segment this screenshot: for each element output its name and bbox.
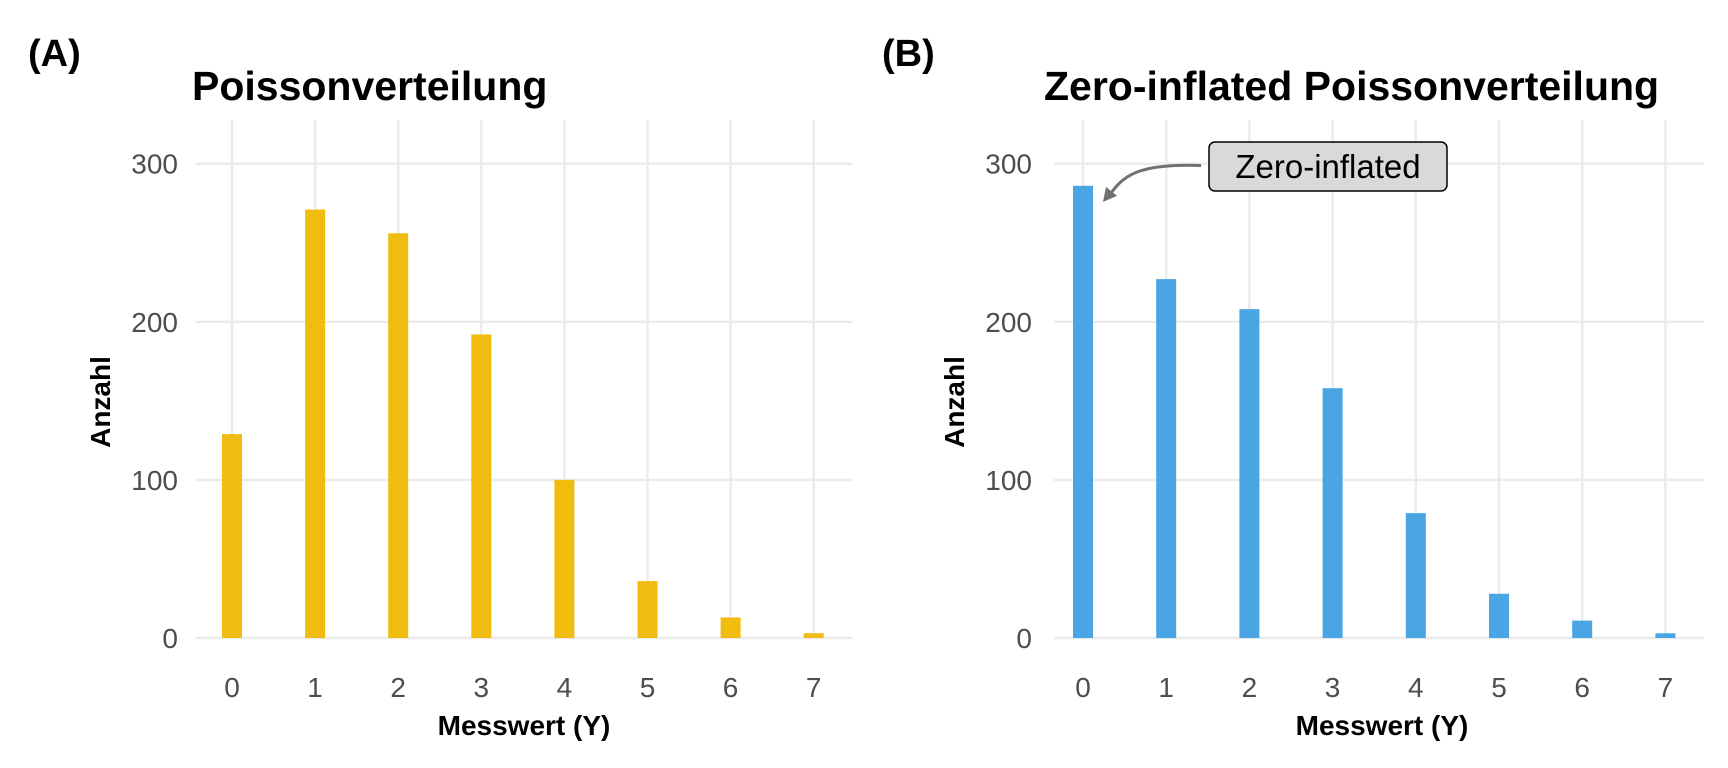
x-tick-label-a: 3 — [474, 672, 490, 703]
annotation-arrow — [1107, 163, 1202, 197]
x-axis-label-a: Messwert (Y) — [438, 710, 611, 741]
grid-a — [196, 120, 852, 640]
x-tick-label-b: 0 — [1075, 672, 1091, 703]
x-tick-label-b: 5 — [1491, 672, 1507, 703]
x-tick-label-a: 2 — [390, 672, 406, 703]
bar-b-5 — [1489, 593, 1509, 638]
x-tick-label-b: 4 — [1408, 672, 1424, 703]
bar-a-0 — [222, 434, 242, 638]
x-tick-label-a: 6 — [723, 672, 739, 703]
annotation-arrowhead — [1103, 186, 1117, 202]
panel-tag-a: (A) — [28, 33, 81, 75]
y-tick-label-b: 200 — [985, 307, 1032, 338]
bar-a-1 — [305, 209, 326, 638]
x-tick-label-a: 5 — [640, 672, 656, 703]
bar-a-4 — [554, 479, 575, 638]
bar-b-4 — [1405, 513, 1426, 638]
bar-a-3 — [471, 334, 492, 638]
x-axis-label-b: Messwert (Y) — [1296, 710, 1469, 741]
x-ticks-a: 0 1 2 3 4 5 6 7 — [224, 672, 821, 703]
bar-b-6 — [1572, 620, 1593, 638]
y-tick-label-a: 200 — [131, 307, 178, 338]
chart-title-b: Zero-inflated Poissonverteilung — [1044, 63, 1659, 109]
bar-a-6 — [720, 617, 741, 638]
annotation-zero-inflated: Zero-inflated — [1103, 141, 1448, 202]
y-axis-label-a: Anzahl — [85, 356, 116, 448]
bar-b-3 — [1322, 388, 1343, 638]
x-ticks-b: 0 1 2 3 4 5 6 7 — [1075, 672, 1673, 703]
annotation-label: Zero-inflated — [1235, 148, 1420, 185]
x-tick-label-b: 2 — [1242, 672, 1258, 703]
y-tick-label-b: 100 — [985, 465, 1032, 496]
grid-b — [1054, 120, 1704, 640]
bar-b-2 — [1239, 309, 1260, 638]
bar-b-0 — [1073, 185, 1093, 639]
x-tick-label-b: 6 — [1574, 672, 1590, 703]
y-tick-label-b: 300 — [985, 149, 1032, 180]
bars-a — [222, 209, 824, 638]
y-tick-label-a: 100 — [131, 465, 178, 496]
x-tick-label-a: 4 — [557, 672, 573, 703]
annotation-box — [1208, 141, 1448, 192]
y-tick-label-a: 300 — [131, 149, 178, 180]
x-tick-label-a: 0 — [224, 672, 240, 703]
x-tick-label-b: 1 — [1158, 672, 1174, 703]
bars-b — [1073, 185, 1676, 639]
x-tick-label-a: 1 — [307, 672, 323, 703]
bar-a-5 — [637, 581, 658, 638]
y-ticks-a: 0 100 200 300 — [131, 149, 178, 654]
bar-a-7 — [803, 633, 824, 638]
panel-b: (B) Zero-inflated Poissonverteilung 0100… — [882, 33, 1704, 741]
chart-title-a: Poissonverteilung — [192, 63, 547, 109]
x-tick-label-a: 7 — [806, 672, 822, 703]
panel-tag-b: (B) — [882, 33, 935, 75]
bar-b-1 — [1156, 279, 1177, 638]
bar-a-2 — [388, 233, 409, 638]
bar-b-7 — [1655, 633, 1676, 638]
x-tick-label-b: 7 — [1658, 672, 1674, 703]
y-ticks-b: 0 100 200 300 — [985, 149, 1032, 654]
y-tick-label-a: 0 — [162, 623, 178, 654]
panel-a: (A) Poissonverteilung 0 100 200 300 0 1 2 3 4 5 6… — [28, 33, 852, 741]
y-axis-label-b: Anzahl — [939, 356, 970, 448]
x-tick-label-b: 3 — [1325, 672, 1341, 703]
y-tick-label-b: 0 — [1016, 623, 1032, 654]
